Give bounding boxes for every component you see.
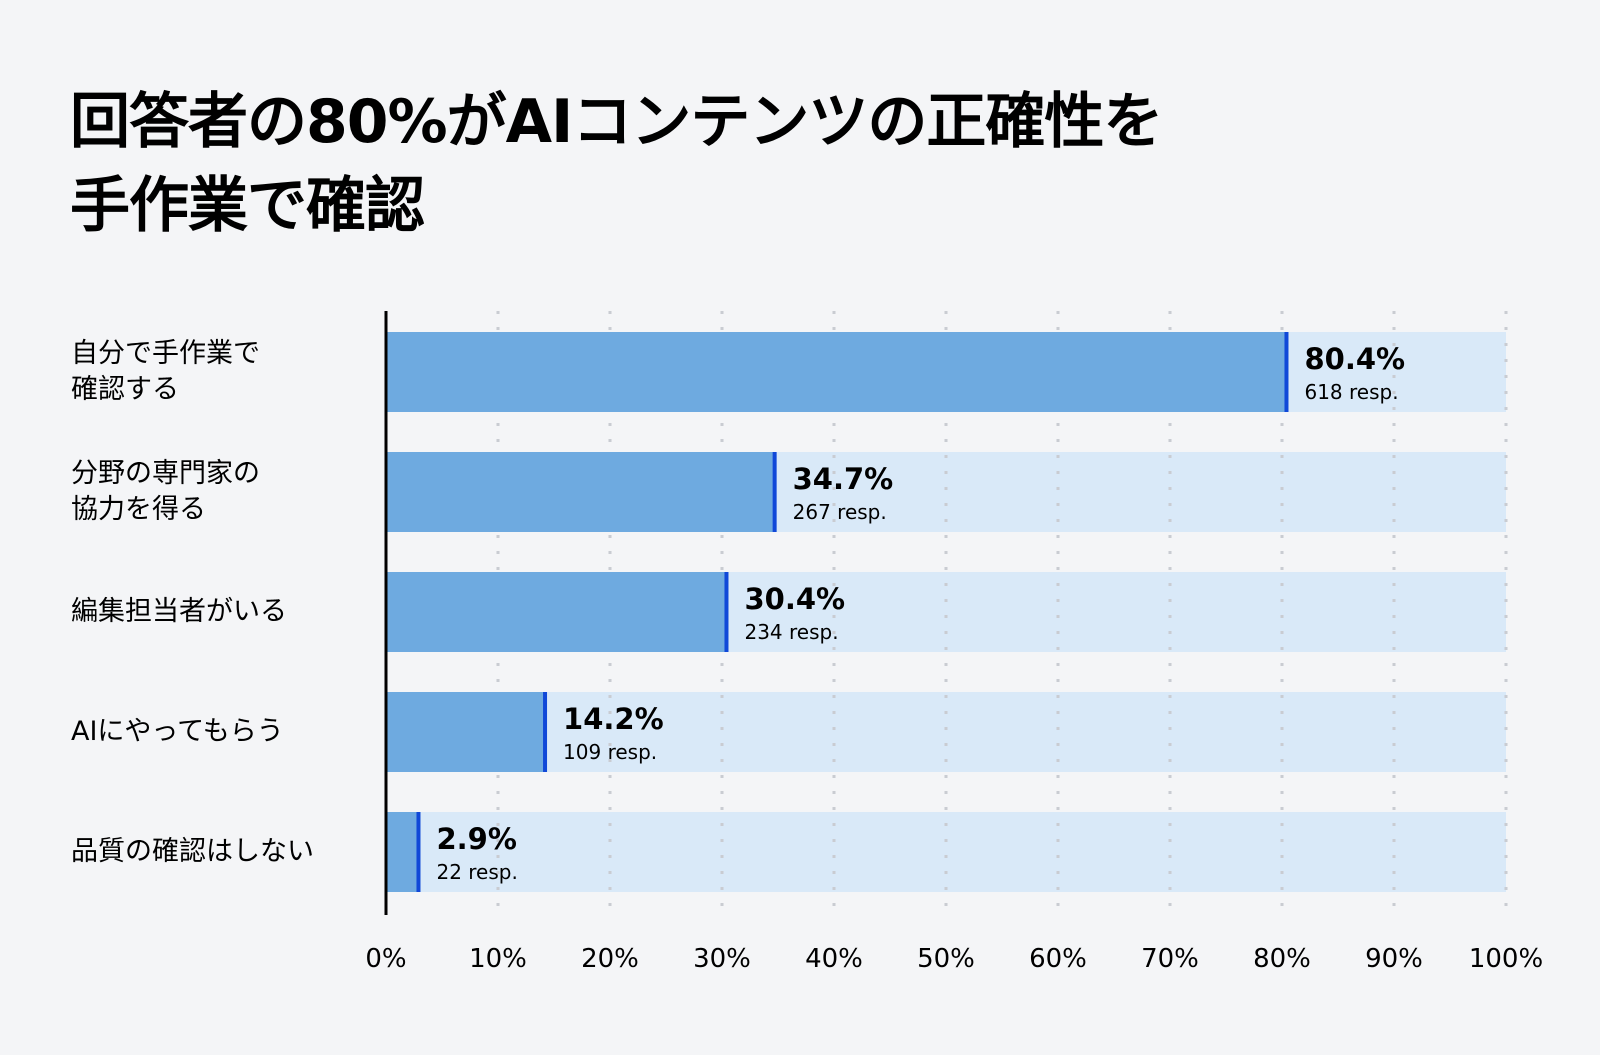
data-label-percent: 2.9% xyxy=(436,822,516,856)
category-label: 編集担当者がいる xyxy=(71,594,287,630)
bar xyxy=(386,332,1287,412)
category-label-line: 品質の確認はしない xyxy=(71,836,314,867)
category-label-line: 自分で手作業で xyxy=(71,338,260,369)
data-label-percent: 34.7% xyxy=(793,462,894,496)
bar xyxy=(386,452,775,532)
bar-track xyxy=(386,692,1506,772)
x-tick-label: 90% xyxy=(1365,944,1423,974)
x-tick-label: 80% xyxy=(1253,944,1311,974)
title-line-2: 手作業で確認 xyxy=(70,171,425,241)
bar xyxy=(386,572,727,652)
x-tick-label: 100% xyxy=(1469,944,1543,974)
x-tick-label: 40% xyxy=(805,944,863,974)
category-label-line: AIにやってもらう xyxy=(71,716,284,747)
bar-end-marker xyxy=(724,572,729,652)
bar xyxy=(386,812,419,892)
data-label-responses: 22 resp. xyxy=(436,860,517,884)
data-label-percent: 14.2% xyxy=(563,702,664,736)
data-label-responses: 109 resp. xyxy=(563,740,657,764)
x-tick-label: 50% xyxy=(917,944,975,974)
data-label-responses: 618 resp. xyxy=(1304,380,1398,404)
category-label: 品質の確認はしない xyxy=(71,834,314,870)
x-tick-label: 70% xyxy=(1141,944,1199,974)
data-label-responses: 234 resp. xyxy=(744,620,838,644)
bar xyxy=(386,692,546,772)
category-label: 分野の専門家の 協力を得る xyxy=(71,456,260,528)
x-tick-label: 20% xyxy=(581,944,639,974)
bar-end-marker xyxy=(1284,332,1289,412)
category-label-line: 協力を得る xyxy=(71,494,206,525)
data-label-responses: 267 resp. xyxy=(793,500,887,524)
category-label: AIにやってもらう xyxy=(71,714,284,750)
chart-title: 回答者の80%がAIコンテンツの正確性を 手作業で確認 xyxy=(70,80,1163,248)
bar-end-marker xyxy=(772,452,777,532)
bar-end-marker xyxy=(543,692,548,772)
title-line-1: 回答者の80%がAIコンテンツの正確性を xyxy=(70,87,1163,157)
data-label-percent: 80.4% xyxy=(1304,342,1405,376)
category-label-line: 分野の専門家の xyxy=(71,458,260,489)
bar-end-marker xyxy=(416,812,421,892)
category-label-line: 編集担当者がいる xyxy=(71,596,287,627)
data-label-percent: 30.4% xyxy=(744,582,845,616)
category-label-line: 確認する xyxy=(71,374,179,405)
x-tick-label: 60% xyxy=(1029,944,1087,974)
x-tick-label: 10% xyxy=(469,944,527,974)
x-tick-label: 0% xyxy=(365,944,406,974)
category-label: 自分で手作業で 確認する xyxy=(71,336,260,408)
x-tick-label: 30% xyxy=(693,944,751,974)
